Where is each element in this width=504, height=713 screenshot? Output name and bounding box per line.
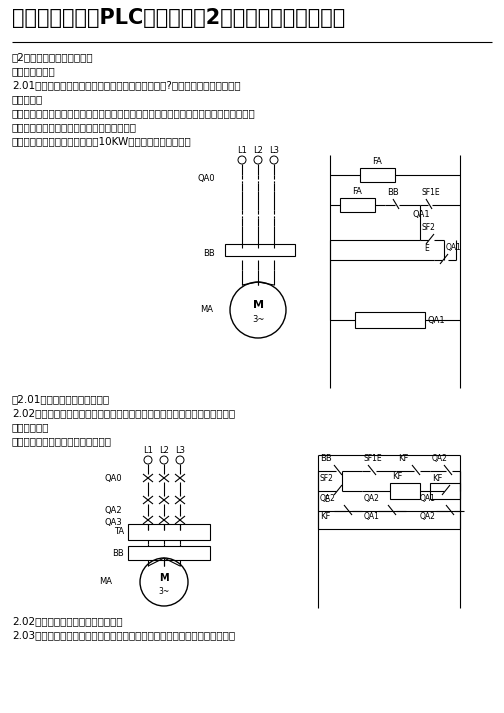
Text: L2: L2 [253, 146, 263, 155]
Bar [360, 168, 395, 182]
Text: 失压保护的: 失压保护的 [12, 94, 43, 104]
Text: BB: BB [112, 548, 124, 558]
Text: E: E [324, 495, 329, 504]
Text: L1: L1 [143, 446, 153, 455]
Text: TA: TA [114, 528, 124, 536]
Text: M: M [159, 573, 169, 583]
Bar [225, 244, 295, 256]
Text: 2.02、某三相笼型异步电动机单向运转，要求采用自耦变压器降压启动。试设: 2.02、某三相笼型异步电动机单向运转，要求采用自耦变压器降压启动。试设 [12, 408, 235, 418]
Text: QA2: QA2 [320, 494, 336, 503]
Text: SF2: SF2 [422, 223, 436, 232]
Text: QA0: QA0 [104, 473, 122, 483]
Text: KF: KF [432, 474, 443, 483]
Text: QA1: QA1 [412, 210, 430, 218]
Text: QA1: QA1 [446, 243, 462, 252]
Text: SF1E: SF1E [364, 454, 383, 463]
Text: QA3: QA3 [104, 518, 122, 526]
Text: MA: MA [99, 578, 112, 587]
Text: 三相笼型异步电动机直接启动的主电路和控制电路，对所设计的电路进行简要说明，并指: 三相笼型异步电动机直接启动的主电路和控制电路，对所设计的电路进行简要说明，并指 [12, 108, 256, 118]
Text: 题2.01、单向全压启动控制线路: 题2.01、单向全压启动控制线路 [12, 394, 110, 404]
Text: 第2章《电气控制线路基础》: 第2章《电气控制线路基础》 [12, 52, 94, 62]
Text: 出哪些元器件在电路中完成了哪些保护功能？: 出哪些元器件在电路中完成了哪些保护功能？ [12, 122, 137, 132]
Text: QA2: QA2 [432, 454, 448, 463]
Text: FA: FA [372, 157, 382, 166]
Text: BB: BB [203, 250, 215, 259]
Text: SF2: SF2 [320, 474, 334, 483]
Text: QA1: QA1 [364, 512, 380, 521]
Bar [430, 483, 460, 499]
Text: QA2: QA2 [104, 506, 122, 515]
Text: L1: L1 [237, 146, 247, 155]
Text: QA2: QA2 [364, 494, 380, 503]
Text: L3: L3 [175, 446, 185, 455]
Text: 计主电路和控: 计主电路和控 [12, 422, 49, 432]
Text: QA0: QA0 [198, 175, 215, 183]
Text: FA: FA [352, 187, 362, 196]
Text: KF: KF [398, 454, 408, 463]
Text: BB: BB [387, 188, 399, 197]
Text: M: M [253, 300, 264, 310]
Bar [128, 546, 210, 560]
Text: E: E [424, 244, 429, 253]
Bar [340, 198, 375, 212]
Text: L3: L3 [269, 146, 279, 155]
Text: 答：三相笼型异步电动机在小于10KW的条件下可直接启动。: 答：三相笼型异步电动机在小于10KW的条件下可直接启动。 [12, 136, 192, 146]
Text: 思考题与练习题: 思考题与练习题 [12, 66, 56, 76]
Text: 2.03、某三相笼型异步电动机单向运转，要求启动电流不能过大，初动时要快: 2.03、某三相笼型异步电动机单向运转，要求启动电流不能过大，初动时要快 [12, 630, 235, 640]
Text: 制电路，并要求有必要的保护措施。: 制电路，并要求有必要的保护措施。 [12, 436, 112, 446]
Text: QA2: QA2 [420, 512, 436, 521]
Text: QA1: QA1 [420, 494, 436, 503]
Text: 3~: 3~ [158, 587, 170, 596]
Text: KF: KF [320, 512, 331, 521]
Bar [390, 483, 420, 499]
Text: BB: BB [320, 454, 332, 463]
Text: 2.01、三相笼型异步电动机在什么条件下可直接启动?试设计带有短路、过载、: 2.01、三相笼型异步电动机在什么条件下可直接启动?试设计带有短路、过载、 [12, 80, 240, 90]
Text: 3~: 3~ [252, 315, 264, 324]
Text: MA: MA [200, 305, 213, 314]
Text: SF1E: SF1E [422, 188, 440, 197]
Bar [128, 524, 210, 540]
Text: L2: L2 [159, 446, 169, 455]
Text: 现代电器控制与PLC应用技术第2章课后答案解析王永华: 现代电器控制与PLC应用技术第2章课后答案解析王永华 [12, 8, 345, 28]
Text: KF: KF [392, 472, 402, 481]
Text: QA1: QA1 [427, 315, 445, 324]
Bar [355, 312, 425, 328]
Text: 2.02、自耦变压器降压启动控制线路: 2.02、自耦变压器降压启动控制线路 [12, 616, 122, 626]
